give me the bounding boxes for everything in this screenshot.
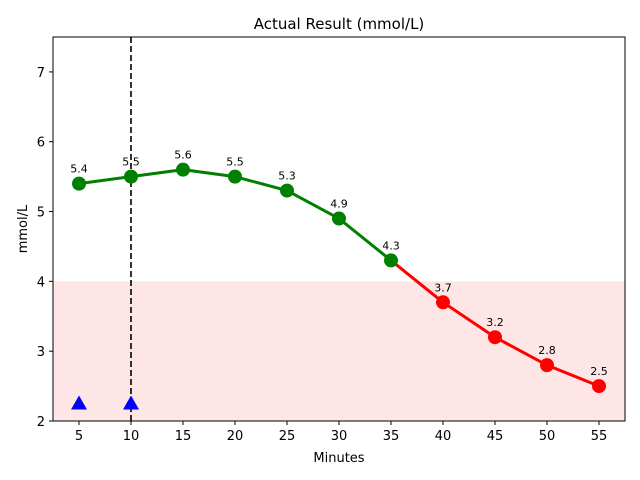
series-line-segment [389,258,445,304]
data-point [384,253,398,268]
data-point [176,162,190,177]
data-label: 2.8 [538,344,556,357]
chart-title: Actual Result (mmol/L) [254,15,425,33]
data-point [592,379,606,394]
data-label: 4.3 [382,239,400,252]
y-tick-label: 4 [37,275,45,290]
x-tick-label: 5 [75,429,83,444]
series-line-segment [285,189,341,221]
data-label: 4.9 [330,198,348,211]
data-label: 5.5 [226,156,244,169]
series-line-segment [545,363,601,388]
data-label: 5.3 [278,170,296,183]
series-line-segment [493,335,549,367]
y-tick-label: 5 [37,206,45,221]
y-tick-label: 6 [37,136,45,151]
x-tick-label: 40 [435,429,452,444]
y-tick-label: 7 [37,66,45,81]
x-axis-label: Minutes [313,451,364,466]
x-tick-label: 15 [175,429,192,444]
series-line-segment [77,175,133,186]
data-point [332,211,346,226]
y-tick-label: 3 [37,345,45,360]
data-label: 5.6 [174,149,192,162]
series-line-segment [233,175,289,193]
data-point [228,169,242,184]
x-tick-label: 55 [591,429,608,444]
x-tick-label: 30 [331,429,348,444]
y-axis-label: mmol/L [16,204,31,253]
data-label: 5.5 [122,156,140,169]
data-label: 3.7 [434,281,452,294]
event-marker [123,395,139,410]
x-tick-label: 45 [487,429,504,444]
series-line-segment [181,168,237,179]
data-point [280,183,294,198]
data-point [72,176,86,191]
series-line-segment [441,300,497,339]
data-point [488,330,502,345]
data-point [124,169,138,184]
x-tick-label: 35 [383,429,400,444]
x-tick-label: 10 [123,429,140,444]
data-point [436,295,450,310]
series-line-segment [129,168,185,179]
data-label: 2.5 [590,365,608,378]
event-marker [71,395,87,410]
data-point [540,358,554,373]
x-tick-label: 50 [539,429,556,444]
data-label: 5.4 [70,163,88,176]
data-label: 3.2 [486,316,504,329]
low-range-band [53,281,625,421]
x-tick-label: 20 [227,429,244,444]
y-tick-label: 2 [37,415,45,430]
series-line-segment [337,217,393,262]
x-tick-label: 25 [279,429,296,444]
